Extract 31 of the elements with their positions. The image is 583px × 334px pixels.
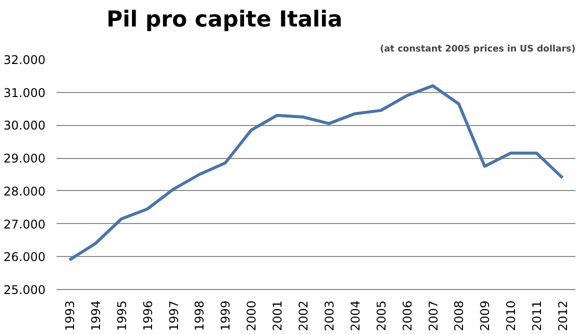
- y-tick-label: 25.000: [4, 283, 46, 297]
- x-tick-label: 1993: [62, 300, 77, 332]
- x-tick-label: 2005: [374, 300, 388, 332]
- x-tick-label: 2009: [478, 300, 492, 332]
- y-tick-label: 27.000: [4, 217, 46, 232]
- y-tick-label: 29.000: [4, 152, 46, 166]
- x-tick-label: 2003: [322, 300, 336, 332]
- chart-title: Pil pro capite Italia: [106, 8, 342, 32]
- x-tick-label: 2002: [296, 300, 311, 332]
- y-tick-label: 31.000: [4, 86, 46, 100]
- y-tick-label: 32.000: [4, 53, 46, 67]
- x-tick-label: 1997: [166, 300, 181, 332]
- x-tick-label: 2010: [504, 300, 518, 332]
- y-tick-label: 28.000: [4, 184, 46, 198]
- x-tick-label: 1998: [192, 300, 207, 332]
- line-series: [68, 84, 564, 262]
- chart-subtitle: (at constant 2005 prices in US dollars): [380, 44, 576, 54]
- y-tick-label: 30.000: [4, 118, 46, 133]
- x-tick-label: 1995: [114, 300, 129, 332]
- y-tick-label: 26.000: [4, 250, 46, 264]
- x-tick-label: 2007: [426, 300, 440, 332]
- x-tick-label: 2000: [244, 300, 259, 332]
- x-tick-label: 1999: [218, 300, 233, 332]
- x-tick-label: 1996: [140, 300, 155, 332]
- x-tick-label: 2004: [348, 300, 362, 332]
- x-tick-label: 2008: [452, 300, 466, 332]
- x-tick-label: 2012: [556, 300, 570, 332]
- x-tick-label: 2001: [270, 300, 285, 332]
- x-tick-label: 2006: [400, 300, 414, 332]
- x-tick-label: 2011: [530, 300, 544, 332]
- x-tick-label: 1994: [88, 300, 103, 332]
